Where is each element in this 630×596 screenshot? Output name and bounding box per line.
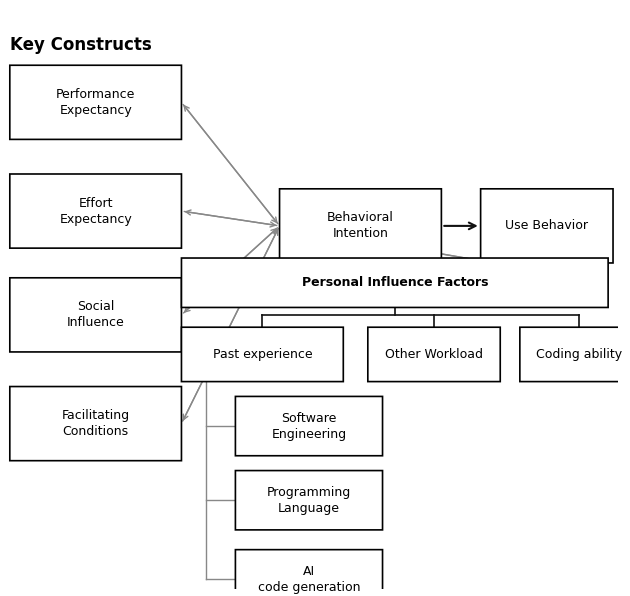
FancyBboxPatch shape	[481, 189, 613, 263]
Text: Software
Engineering: Software Engineering	[272, 412, 346, 440]
Text: Performance
Expectancy: Performance Expectancy	[56, 88, 135, 117]
Text: Behavioral
Intention: Behavioral Intention	[327, 212, 394, 240]
Text: AI
code generation: AI code generation	[258, 565, 360, 594]
Text: Other Workload: Other Workload	[385, 348, 483, 361]
Text: Use Behavior: Use Behavior	[505, 219, 588, 232]
Text: Programming
Language: Programming Language	[267, 486, 351, 515]
Text: Effort
Expectancy: Effort Expectancy	[59, 197, 132, 225]
FancyBboxPatch shape	[181, 327, 343, 381]
FancyBboxPatch shape	[181, 258, 608, 308]
FancyBboxPatch shape	[280, 189, 442, 263]
FancyBboxPatch shape	[368, 327, 500, 381]
FancyBboxPatch shape	[10, 278, 181, 352]
Text: Coding ability: Coding ability	[536, 348, 622, 361]
FancyBboxPatch shape	[10, 387, 181, 461]
Text: Personal Influence Factors: Personal Influence Factors	[302, 276, 488, 289]
FancyBboxPatch shape	[236, 471, 382, 530]
FancyBboxPatch shape	[520, 327, 630, 381]
FancyBboxPatch shape	[10, 174, 181, 248]
FancyBboxPatch shape	[236, 396, 382, 456]
Text: Social
Influence: Social Influence	[67, 300, 125, 330]
FancyBboxPatch shape	[10, 65, 181, 139]
Text: Facilitating
Conditions: Facilitating Conditions	[62, 409, 130, 438]
Text: Past experience: Past experience	[212, 348, 312, 361]
FancyBboxPatch shape	[236, 550, 382, 596]
Text: Key Constructs: Key Constructs	[10, 36, 152, 54]
